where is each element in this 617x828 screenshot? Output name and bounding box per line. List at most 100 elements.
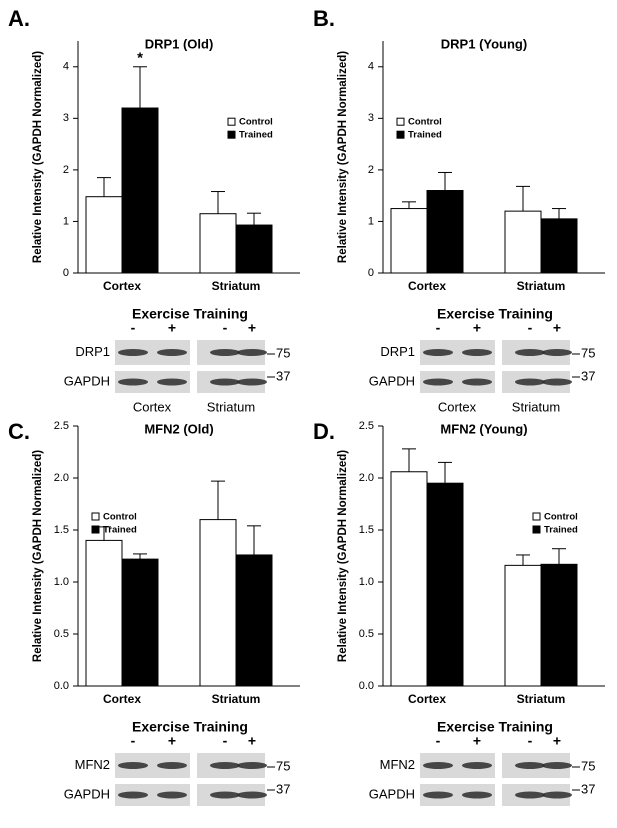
blot-row-label: GAPDH	[64, 786, 110, 801]
blot-band	[157, 762, 187, 769]
x-tick-label: Cortex	[408, 279, 446, 293]
size-marker: 37	[581, 781, 595, 796]
blot-band	[157, 791, 187, 799]
blot-heading: Exercise Training	[437, 719, 553, 735]
bar	[235, 554, 273, 687]
panel-label: D.	[313, 419, 335, 444]
blot-row-label: MFN2	[380, 757, 415, 772]
x-tick-label: Striatum	[212, 692, 261, 706]
blot-group-label: Striatum	[207, 399, 255, 414]
y-tick-label: 2	[63, 164, 69, 176]
lane-sign: -	[131, 733, 136, 749]
legend-swatch	[227, 117, 236, 126]
y-axis-label: Relative Intensity (GAPDH Normalized)	[32, 450, 44, 662]
chart-title: MFN2 (Old)	[144, 421, 213, 436]
size-marker: 37	[276, 368, 290, 383]
y-tick-label: 3	[368, 112, 374, 124]
blot-band	[423, 791, 453, 799]
blot-band	[542, 762, 572, 769]
blot-band	[423, 378, 453, 386]
bar	[390, 208, 428, 274]
lane-sign: +	[553, 320, 561, 336]
blot-band	[515, 762, 545, 769]
blot-band	[118, 349, 148, 356]
y-tick-label: 1.0	[54, 576, 69, 588]
blot-band	[462, 762, 492, 769]
blot-group-label: Striatum	[512, 399, 560, 414]
blot-heading: Exercise Training	[132, 306, 248, 322]
bar	[540, 218, 578, 274]
y-tick-label: 0.0	[54, 680, 69, 692]
bar	[85, 539, 123, 687]
y-tick-label: 2.5	[359, 420, 374, 432]
blot-band	[423, 349, 453, 356]
lane-sign: +	[168, 320, 176, 336]
lane-sign: -	[528, 733, 533, 749]
blot-band	[542, 791, 572, 799]
size-marker: 75	[581, 758, 595, 773]
blot-image	[115, 371, 190, 393]
blot-band	[118, 762, 148, 769]
x-tick-label: Cortex	[103, 279, 141, 293]
y-tick-label: 2.0	[54, 472, 69, 484]
y-axis-label: Relative Intensity (GAPDH Normalized)	[32, 51, 44, 263]
blot-band	[118, 378, 148, 386]
blot-band	[210, 378, 240, 386]
lane-sign: +	[473, 733, 481, 749]
lane-sign: +	[553, 733, 561, 749]
legend-label: Trained	[239, 130, 273, 141]
legend-swatch	[532, 512, 541, 521]
lane-sign: +	[248, 320, 256, 336]
size-marker: 37	[581, 368, 595, 383]
y-axis-label: Relative Intensity (GAPDH Normalized)	[337, 51, 349, 263]
annotation: *	[137, 50, 143, 67]
bar	[121, 107, 159, 274]
blot-band	[423, 762, 453, 769]
y-tick-label: 3	[63, 112, 69, 124]
chart-title: DRP1 (Old)	[145, 36, 214, 51]
chart-title: DRP1 (Young)	[441, 36, 527, 51]
blot-band	[118, 791, 148, 799]
legend-label: Control	[544, 512, 578, 523]
bar	[199, 213, 237, 274]
blot-band	[210, 762, 240, 769]
lane-sign: -	[131, 320, 136, 336]
size-marker: 75	[581, 345, 595, 360]
blot-band	[157, 378, 187, 386]
x-tick-label: Striatum	[517, 279, 566, 293]
y-axis-label: Relative Intensity (GAPDH Normalized)	[337, 450, 349, 662]
legend-swatch	[91, 525, 100, 534]
x-tick-label: Cortex	[408, 692, 446, 706]
y-tick-label: 4	[63, 61, 69, 73]
bar	[85, 196, 123, 274]
blot-row-label: MFN2	[75, 757, 110, 772]
y-tick-label: 2	[368, 164, 374, 176]
y-tick-label: 0.0	[359, 680, 374, 692]
blot-row-label: DRP1	[380, 344, 415, 359]
blot-row-label: GAPDH	[369, 373, 415, 388]
blot-band	[542, 349, 572, 356]
blot-row-label: DRP1	[75, 344, 110, 359]
bar	[235, 224, 273, 274]
size-marker: 37	[276, 781, 290, 796]
blot-band	[157, 349, 187, 356]
blot-heading: Exercise Training	[437, 306, 553, 322]
lane-sign: -	[528, 320, 533, 336]
x-tick-label: Striatum	[517, 692, 566, 706]
blot-group-label: Cortex	[133, 399, 172, 414]
bar	[426, 482, 464, 687]
panel-label: B.	[313, 6, 335, 31]
legend-label: Control	[103, 512, 137, 523]
legend-label: Trained	[544, 525, 578, 536]
legend-label: Trained	[408, 130, 442, 141]
blot-band	[237, 791, 267, 799]
bar	[199, 519, 237, 687]
y-tick-label: 1.5	[54, 524, 69, 536]
blot-band	[542, 378, 572, 386]
y-tick-label: 0.5	[54, 628, 69, 640]
y-tick-label: 4	[368, 61, 374, 73]
y-tick-label: 0	[63, 267, 69, 279]
legend-label: Control	[239, 117, 273, 128]
legend-swatch	[532, 525, 541, 534]
blot-group-label: Cortex	[438, 399, 477, 414]
